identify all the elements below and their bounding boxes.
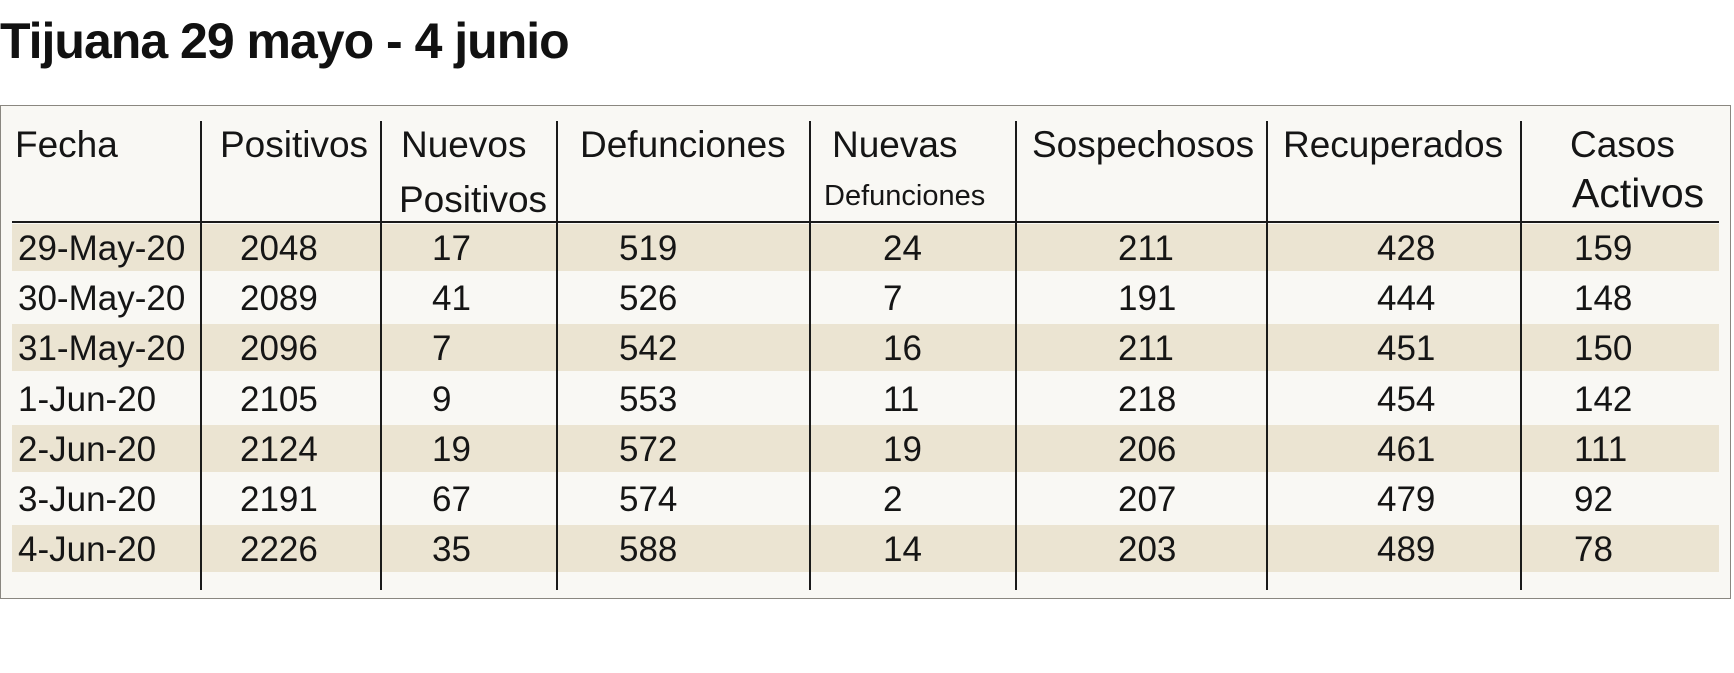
value-cell: 2105 (240, 379, 318, 419)
value-cell: 588 (619, 530, 678, 570)
value-cell: 2226 (240, 530, 318, 570)
value-cell: 16 (883, 329, 922, 369)
value-cell: 574 (619, 480, 678, 519)
value-cell: 92 (1574, 480, 1613, 519)
date-cell: 1-Jun-20 (18, 379, 157, 419)
value-cell: 159 (1574, 229, 1633, 268)
column-header: Positivos (220, 124, 369, 165)
value-cell: 542 (619, 329, 678, 369)
value-cell: 14 (883, 530, 922, 570)
column-divider (556, 121, 558, 590)
column-header: Fecha (15, 124, 118, 165)
column-divider (200, 121, 202, 590)
value-cell: 211 (1118, 329, 1174, 369)
date-cell: 4-Jun-20 (18, 530, 157, 570)
data-table: Fecha Positivos Nuevos Positivos Defunciones… (0, 105, 1731, 599)
value-cell: 142 (1574, 379, 1633, 419)
column-divider (380, 121, 382, 590)
date-cell: 2-Jun-20 (18, 429, 157, 469)
value-cell: 428 (1377, 229, 1436, 268)
row-band (12, 224, 1719, 271)
value-cell: 203 (1118, 530, 1177, 570)
value-cell: 191 (1118, 279, 1177, 319)
value-cell: 2096 (240, 329, 318, 369)
value-cell: 111 (1574, 429, 1628, 469)
column-header: Positivos (399, 179, 548, 220)
value-cell: 454 (1377, 379, 1436, 419)
value-cell: 526 (619, 279, 678, 319)
value-cell: 572 (619, 429, 678, 469)
column-divider (1015, 121, 1017, 590)
value-cell: 211 (1118, 229, 1174, 268)
value-cell: 206 (1118, 429, 1177, 469)
value-cell: 218 (1118, 379, 1177, 419)
value-cell: 11 (883, 379, 920, 419)
value-cell: 24 (883, 229, 922, 268)
value-cell: 41 (432, 279, 471, 319)
column-header: Nuevos (401, 124, 527, 165)
value-cell: 207 (1118, 480, 1177, 519)
column-divider (809, 121, 811, 590)
column-divider (1266, 121, 1268, 590)
date-cell: 30-May-20 (18, 279, 186, 319)
value-cell: 444 (1377, 279, 1436, 319)
value-cell: 519 (619, 229, 678, 268)
row-band (12, 324, 1719, 372)
value-cell: 479 (1377, 480, 1436, 519)
value-cell: 2 (883, 480, 903, 519)
value-cell: 2191 (240, 480, 318, 519)
column-header: Defunciones (580, 124, 786, 165)
value-cell: 148 (1574, 279, 1633, 319)
column-header: Nuevas (832, 124, 958, 165)
value-cell: 461 (1377, 429, 1436, 469)
column-header: Activos (1572, 170, 1705, 216)
page-title: Tijuana 29 mayo - 4 junio (0, 13, 570, 69)
column-header: Recuperados (1283, 124, 1504, 165)
value-cell: 553 (619, 379, 678, 419)
value-cell: 17 (432, 229, 471, 268)
column-divider (1520, 121, 1522, 590)
value-cell: 451 (1377, 329, 1436, 369)
column-header: Defunciones (824, 180, 986, 212)
value-cell: 2089 (240, 279, 318, 319)
value-cell: 7 (432, 329, 452, 369)
value-cell: 35 (432, 530, 471, 570)
value-cell: 19 (883, 429, 922, 469)
value-cell: 67 (432, 480, 471, 519)
value-cell: 150 (1574, 329, 1633, 369)
row-band (12, 525, 1719, 573)
value-cell: 489 (1377, 530, 1436, 570)
value-cell: 19 (432, 429, 471, 469)
date-cell: 29-May-20 (18, 229, 186, 268)
value-cell: 2048 (240, 229, 318, 268)
value-cell: 7 (883, 279, 903, 319)
value-cell: 9 (432, 379, 452, 419)
value-cell: 78 (1574, 530, 1613, 570)
row-band (12, 424, 1719, 472)
header-rule (12, 221, 1719, 223)
column-header: Casos (1570, 124, 1675, 165)
date-cell: 31-May-20 (18, 329, 186, 369)
column-header: Sospechosos (1032, 124, 1255, 165)
date-cell: 3-Jun-20 (18, 480, 157, 519)
value-cell: 2124 (240, 429, 318, 469)
